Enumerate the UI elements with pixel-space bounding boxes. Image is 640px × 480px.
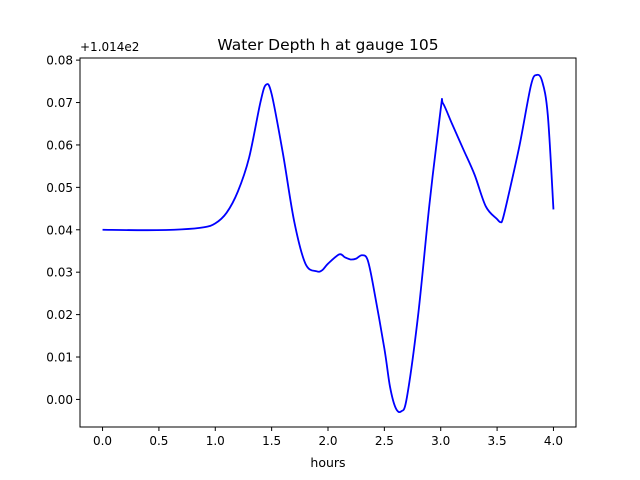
x-tick-label: 4.0 — [544, 434, 563, 448]
x-tick-label: 2.5 — [375, 434, 394, 448]
y-tick-label: 0.05 — [46, 181, 73, 195]
x-tick-label: 0.0 — [93, 434, 112, 448]
x-tick-label: 0.5 — [149, 434, 168, 448]
x-tick-label: 3.0 — [431, 434, 450, 448]
y-tick-label: 0.07 — [46, 96, 73, 110]
x-tick-label: 3.5 — [488, 434, 507, 448]
y-tick-label: 0.08 — [46, 54, 73, 68]
x-tick-label: 1.0 — [206, 434, 225, 448]
y-tick-label: 0.01 — [46, 351, 73, 365]
x-axis-label: hours — [310, 455, 345, 470]
y-tick-label: 0.03 — [46, 266, 73, 280]
y-tick-label: 0.02 — [46, 308, 73, 322]
plot-area — [79, 57, 577, 428]
x-tick-label: 2.0 — [318, 434, 337, 448]
x-tick-label: 1.5 — [262, 434, 281, 448]
y-tick-label: 0.06 — [46, 138, 73, 152]
y-axis-offset-label: +1.014e2 — [80, 40, 139, 54]
plot-frame — [79, 57, 577, 428]
x-axis: 0.0 0.5 1.0 1.5 2.0 2.5 3.0 3.5 4.0 — [93, 427, 563, 448]
series-layer — [102, 73, 555, 413]
y-tick-label: 0.00 — [46, 393, 73, 407]
series-line — [102, 73, 555, 413]
y-axis: 0.00 0.01 0.02 0.03 0.04 0.05 0.06 0.07 0.08 — [46, 54, 80, 407]
chart-title: Water Depth h at gauge 105 — [217, 36, 438, 54]
y-tick-label: 0.04 — [46, 223, 73, 237]
